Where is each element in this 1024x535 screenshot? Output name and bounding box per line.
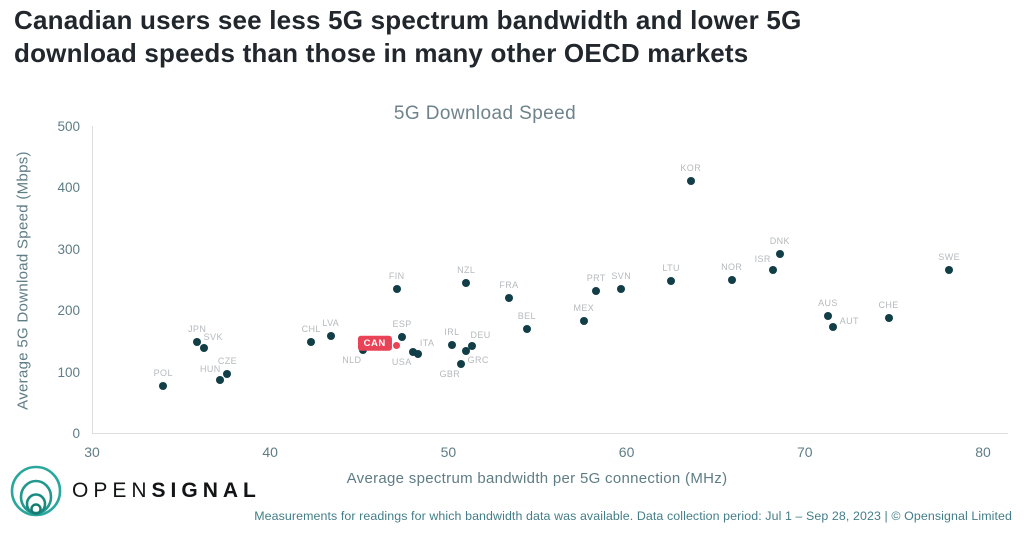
x-axis-label: Average spectrum bandwidth per 5G connec… — [346, 470, 728, 487]
x-tick-30: 30 — [84, 444, 100, 460]
point-ISR — [768, 266, 777, 275]
label-GBR: GBR — [439, 368, 461, 379]
label-MEX: MEX — [573, 302, 595, 313]
point-CZE — [223, 370, 232, 379]
highlight-badge-CAN: CAN — [357, 335, 392, 351]
point-FRA — [504, 293, 513, 302]
point-KOR — [686, 177, 695, 186]
point-GBR — [456, 359, 465, 368]
label-CHL: CHL — [301, 324, 321, 335]
point-CHE — [884, 313, 893, 322]
x-axis-line — [92, 433, 1008, 434]
point-JPN — [193, 338, 202, 347]
label-NOR: NOR — [721, 261, 743, 272]
label-LVA: LVA — [322, 317, 340, 328]
x-tick-80: 80 — [975, 444, 991, 460]
label-ISR: ISR — [754, 254, 771, 265]
label-DEU: DEU — [470, 329, 491, 340]
point-AUS — [823, 311, 832, 320]
point-FIN — [392, 284, 401, 293]
page-title: Canadian users see less 5G spectrum band… — [14, 4, 802, 70]
point-NOR — [727, 275, 736, 284]
point-AUT — [829, 322, 838, 331]
opensignal-rings-icon — [10, 465, 62, 517]
point-GRC — [462, 346, 471, 355]
y-axis-line — [92, 126, 93, 433]
label-JPN: JPN — [188, 324, 207, 335]
label-NLD: NLD — [342, 355, 362, 366]
label-ESP: ESP — [392, 318, 412, 329]
point-USA — [408, 347, 417, 356]
point-ESP — [398, 332, 407, 341]
label-CHE: CHE — [878, 299, 899, 310]
page-title-line1: Canadian users see less 5G spectrum band… — [14, 5, 802, 35]
page-title-line2: download speeds than those in many other… — [14, 38, 749, 68]
label-HUN: HUN — [199, 364, 221, 375]
footer-note: Measurements for readings for which band… — [254, 509, 1012, 523]
label-IRL: IRL — [444, 326, 460, 337]
label-BEL: BEL — [517, 311, 536, 322]
label-POL: POL — [153, 368, 173, 379]
label-LTU: LTU — [662, 262, 680, 273]
y-tick-0: 0 — [72, 426, 80, 441]
point-POL — [159, 382, 168, 391]
point-CAN — [393, 341, 401, 349]
y-axis-label: Average 5G Download Speed (Mbps) — [14, 151, 32, 410]
point-BEL — [522, 325, 531, 334]
point-SVN — [617, 284, 626, 293]
logo-signal: SIGNAL — [151, 479, 261, 502]
label-GRC: GRC — [467, 354, 489, 365]
x-tick-40: 40 — [262, 444, 278, 460]
label-AUS: AUS — [818, 297, 838, 308]
opensignal-logo: OPENSIGNAL — [8, 463, 261, 519]
point-SVK — [200, 344, 209, 353]
y-tick-100: 100 — [57, 364, 80, 380]
point-NZL — [462, 278, 471, 287]
label-AUT: AUT — [839, 315, 859, 326]
point-LVA — [326, 331, 335, 340]
label-SVK: SVK — [203, 332, 223, 343]
x-tick-70: 70 — [797, 444, 813, 460]
logo-open: OPEN — [72, 479, 152, 502]
point-MEX — [579, 316, 588, 325]
point-LTU — [667, 276, 676, 285]
label-DNK: DNK — [769, 235, 790, 246]
label-SVN: SVN — [611, 270, 632, 281]
label-SWE: SWE — [938, 251, 960, 262]
opensignal-wordmark: OPENSIGNAL — [72, 479, 261, 503]
point-DNK — [775, 249, 784, 258]
point-DEU — [467, 341, 476, 350]
label-FRA: FRA — [499, 279, 519, 290]
label-CZE: CZE — [217, 356, 238, 367]
y-tick-400: 400 — [57, 180, 80, 196]
y-tick-300: 300 — [57, 241, 80, 257]
label-ITA: ITA — [419, 337, 435, 348]
point-CHL — [307, 338, 316, 347]
x-tick-60: 60 — [618, 444, 635, 460]
y-tick-500: 500 — [57, 119, 80, 134]
y-tick-200: 200 — [57, 303, 80, 319]
chart-title: 5G Download Speed — [393, 103, 577, 124]
label-NZL: NZL — [457, 264, 476, 275]
label-PRT: PRT — [586, 272, 606, 283]
point-HUN — [216, 376, 225, 385]
point-SWE — [945, 265, 954, 274]
point-PRT — [592, 286, 601, 295]
point-IRL — [447, 340, 456, 349]
x-tick-50: 50 — [440, 444, 457, 460]
label-KOR: KOR — [680, 163, 702, 174]
point-ITA — [414, 349, 423, 358]
label-FIN: FIN — [388, 270, 405, 281]
label-USA: USA — [391, 356, 412, 367]
